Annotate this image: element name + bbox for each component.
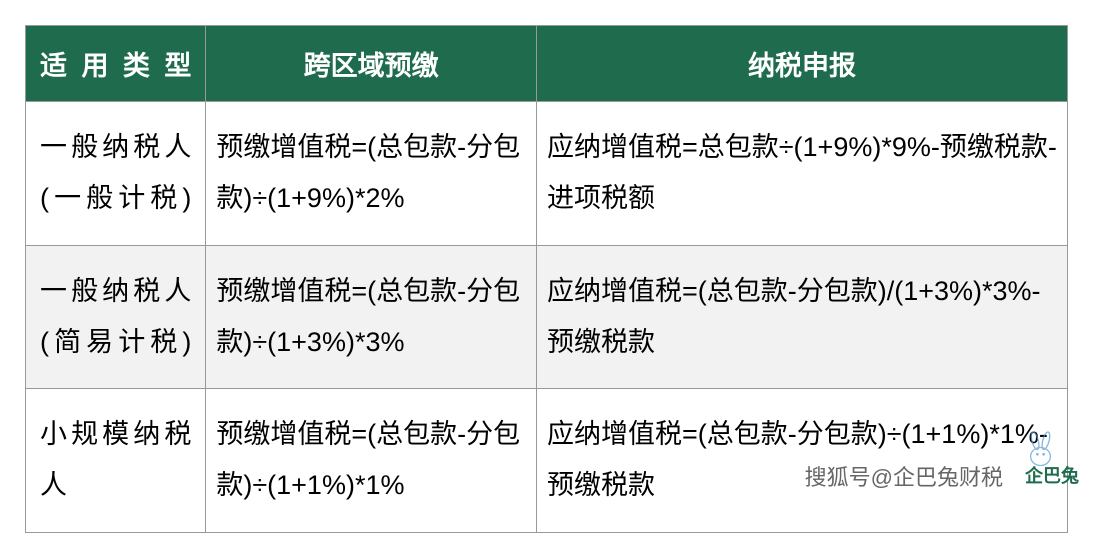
cell-type: 一般纳税人 (一般计税) bbox=[26, 102, 206, 246]
cell-prepay: 预缴增值税=(总包款-分包款)÷(1+9%)*2% bbox=[206, 102, 537, 246]
table-row: 一般纳税人 (一般计税) 预缴增值税=(总包款-分包款)÷(1+9%)*2% 应… bbox=[26, 102, 1068, 246]
type-line2: (简易计税) bbox=[40, 317, 191, 368]
type-line1: 一般纳税人 bbox=[40, 266, 191, 317]
type-line1: 小规模纳税人 bbox=[40, 409, 191, 512]
cell-type: 小规模纳税人 bbox=[26, 389, 206, 533]
type-line1: 一般纳税人 bbox=[40, 122, 191, 173]
header-type: 适用类型 bbox=[26, 26, 206, 102]
cell-declare: 应纳增值税=总包款÷(1+9%)*9%-预缴税款-进项税额 bbox=[536, 102, 1067, 246]
table-row: 一般纳税人 (简易计税) 预缴增值税=(总包款-分包款)÷(1+3%)*3% 应… bbox=[26, 245, 1068, 389]
tax-table: 适用类型 跨区域预缴 纳税申报 一般纳税人 (一般计税) 预缴增值税=(总包款-… bbox=[25, 25, 1068, 533]
watermark-brand: 企巴兔 bbox=[1025, 462, 1079, 488]
cell-type: 一般纳税人 (简易计税) bbox=[26, 245, 206, 389]
header-declare: 纳税申报 bbox=[536, 26, 1067, 102]
header-prepay: 跨区域预缴 bbox=[206, 26, 537, 102]
cell-prepay: 预缴增值税=(总包款-分包款)÷(1+3%)*3% bbox=[206, 245, 537, 389]
cell-prepay: 预缴增值税=(总包款-分包款)÷(1+1%)*1% bbox=[206, 389, 537, 533]
table-header-row: 适用类型 跨区域预缴 纳税申报 bbox=[26, 26, 1068, 102]
watermark-text: 搜狐号@企巴兔财税 bbox=[805, 460, 1003, 492]
type-line2: (一般计税) bbox=[40, 173, 191, 224]
cell-declare: 应纳增值税=(总包款-分包款)/(1+3%)*3%-预缴税款 bbox=[536, 245, 1067, 389]
